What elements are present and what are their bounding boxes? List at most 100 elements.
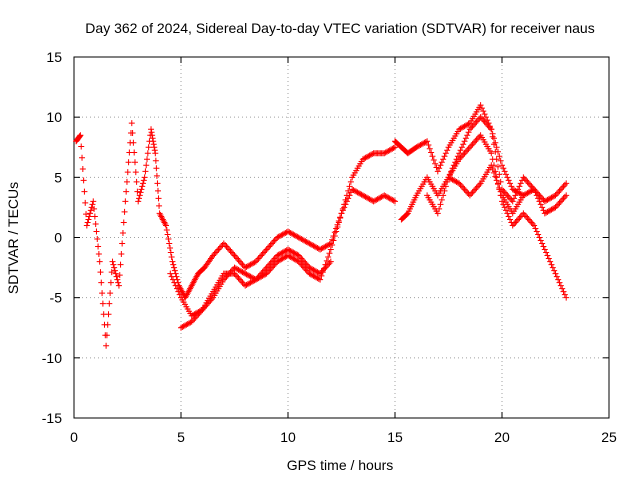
data-point: [82, 199, 89, 206]
data-point: [148, 129, 155, 136]
data-point: [520, 210, 527, 217]
data-point: [547, 258, 554, 265]
data-point: [490, 169, 497, 176]
grid: [74, 57, 609, 418]
data-point: [553, 273, 560, 280]
data-point: [488, 162, 495, 169]
data-point: [535, 231, 542, 238]
data-point: [96, 258, 103, 265]
data-point: [164, 231, 171, 238]
data-point: [325, 261, 332, 268]
data-point: [490, 141, 497, 148]
data-point: [527, 181, 534, 188]
data-point: [480, 108, 487, 115]
data-point: [458, 144, 465, 151]
data-point: [168, 254, 175, 261]
data-point: [132, 169, 139, 176]
data-point: [545, 255, 552, 262]
data-point: [461, 186, 468, 193]
data-point: [464, 147, 471, 154]
data-point: [113, 273, 120, 280]
x-axis-label: GPS time / hours: [287, 457, 394, 473]
data-point: [482, 120, 489, 127]
data-point: [505, 177, 512, 184]
data-point: [93, 228, 100, 235]
data-point: [557, 186, 564, 193]
data-point: [464, 189, 471, 196]
data-point: [440, 156, 447, 163]
data-point: [429, 153, 436, 160]
data-point: [268, 264, 275, 271]
data-point: [271, 261, 278, 268]
data-point: [477, 102, 484, 109]
data-point: [266, 261, 273, 268]
data-point: [488, 150, 495, 157]
data-point: [156, 202, 163, 209]
data-point: [457, 154, 464, 161]
data-point: [259, 251, 266, 258]
y-tick-label: 5: [54, 169, 62, 185]
data-point: [462, 187, 469, 194]
data-point: [234, 255, 241, 262]
data-point: [501, 189, 508, 196]
data-point: [555, 189, 562, 196]
data-point: [342, 201, 349, 208]
data-point: [166, 240, 173, 247]
data-point: [392, 198, 398, 205]
data-point: [469, 141, 476, 148]
data-point: [465, 129, 472, 136]
data-point: [77, 132, 84, 139]
data-point: [500, 165, 507, 172]
data-point: [486, 124, 493, 131]
data-point: [325, 254, 332, 261]
data-point: [505, 213, 512, 220]
data-point: [466, 126, 473, 133]
data-point: [559, 285, 566, 292]
data-point: [154, 180, 161, 187]
data-point: [165, 236, 172, 243]
data-point: [79, 166, 86, 173]
data-point: [87, 210, 94, 217]
data-point: [111, 267, 118, 274]
data-point: [529, 220, 536, 227]
data-point: [476, 133, 483, 140]
data-point: [153, 165, 160, 172]
data-point: [302, 266, 309, 273]
data-point: [504, 174, 511, 181]
data-point: [153, 172, 160, 179]
x-tick-label: 5: [177, 429, 185, 445]
data-point: [537, 201, 544, 208]
data-point: [468, 142, 475, 149]
data-point: [511, 195, 518, 202]
data-point: [460, 184, 467, 191]
y-tick-label: -5: [50, 290, 63, 306]
data-point: [86, 213, 93, 220]
data-point: [140, 180, 147, 187]
data-point: [517, 180, 524, 187]
data-point: [468, 124, 475, 131]
data-point: [478, 115, 485, 122]
data-point: [515, 216, 522, 223]
data-point: [137, 189, 144, 196]
data-point: [329, 236, 336, 243]
data-point: [462, 148, 469, 155]
data-point: [298, 261, 305, 268]
data-point: [235, 257, 242, 264]
data-point: [256, 254, 263, 261]
data-point: [552, 270, 559, 277]
data-point: [341, 204, 348, 211]
data-point: [470, 139, 477, 146]
data-point: [131, 159, 138, 166]
data-point: [231, 270, 238, 277]
data-point: [114, 276, 121, 283]
data-point: [523, 177, 530, 184]
data-point: [476, 181, 483, 188]
data-point: [327, 246, 334, 253]
data-point: [268, 240, 275, 247]
data-point: [472, 138, 479, 145]
data-point: [104, 321, 111, 328]
data-point: [176, 291, 183, 298]
data-point: [317, 276, 324, 283]
data-point: [492, 148, 499, 155]
data-point: [232, 272, 239, 279]
